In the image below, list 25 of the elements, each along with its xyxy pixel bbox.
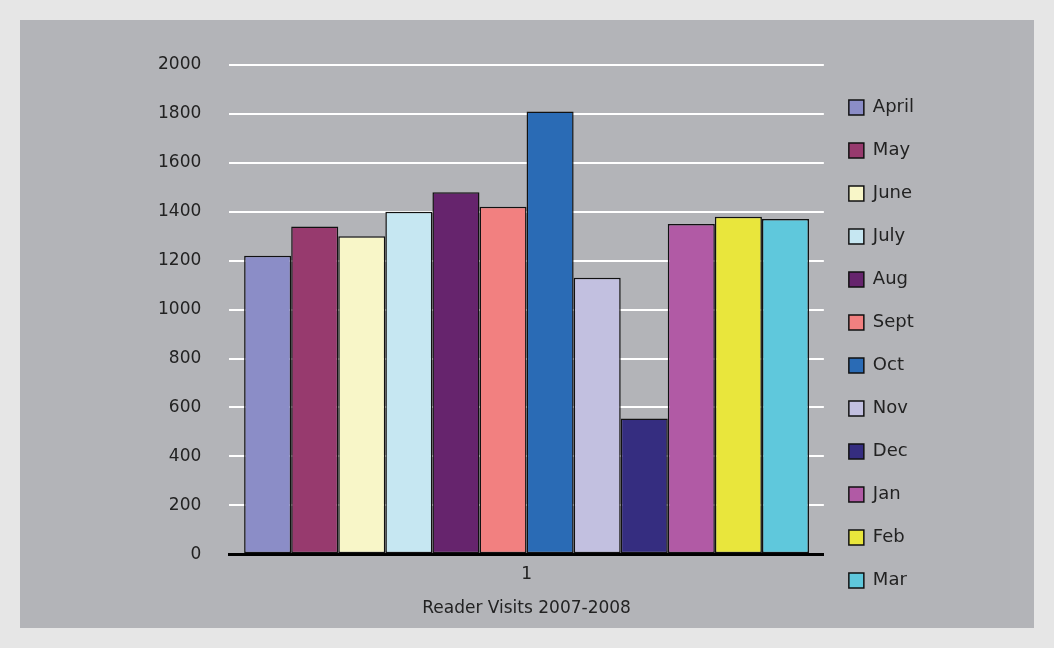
y-tick-label: 1000 (158, 298, 202, 319)
y-tick-label: 600 (168, 395, 202, 416)
y-tick-label: 1800 (158, 102, 202, 123)
legend-label: Jan (871, 482, 901, 504)
legend-label: Aug (872, 267, 909, 289)
y-tick-label: 0 (190, 542, 202, 563)
legend-label: July (871, 224, 906, 246)
x-tick-label: 1 (521, 562, 532, 583)
legend-label: June (871, 181, 913, 203)
legend-label: Oct (872, 353, 904, 375)
y-tick-label: 400 (168, 444, 202, 465)
legend-label: Nov (872, 396, 909, 418)
y-tick-label: 2000 (158, 53, 202, 74)
y-tick-label: 200 (168, 493, 202, 514)
y-tick-label: 1400 (158, 200, 202, 221)
y-tick-label: 800 (168, 346, 202, 367)
x-axis-title: Reader Visits 2007-2008 (422, 597, 631, 618)
legend-label: May (872, 138, 911, 160)
y-tick-label: 1200 (158, 249, 202, 270)
legend-label: Sept (872, 310, 914, 332)
y-tick-label: 1600 (158, 151, 202, 172)
legend-label: Feb (872, 525, 905, 547)
legend-label: Mar (872, 568, 908, 590)
legend-label: Dec (872, 439, 908, 461)
legend-label: April (872, 95, 915, 117)
